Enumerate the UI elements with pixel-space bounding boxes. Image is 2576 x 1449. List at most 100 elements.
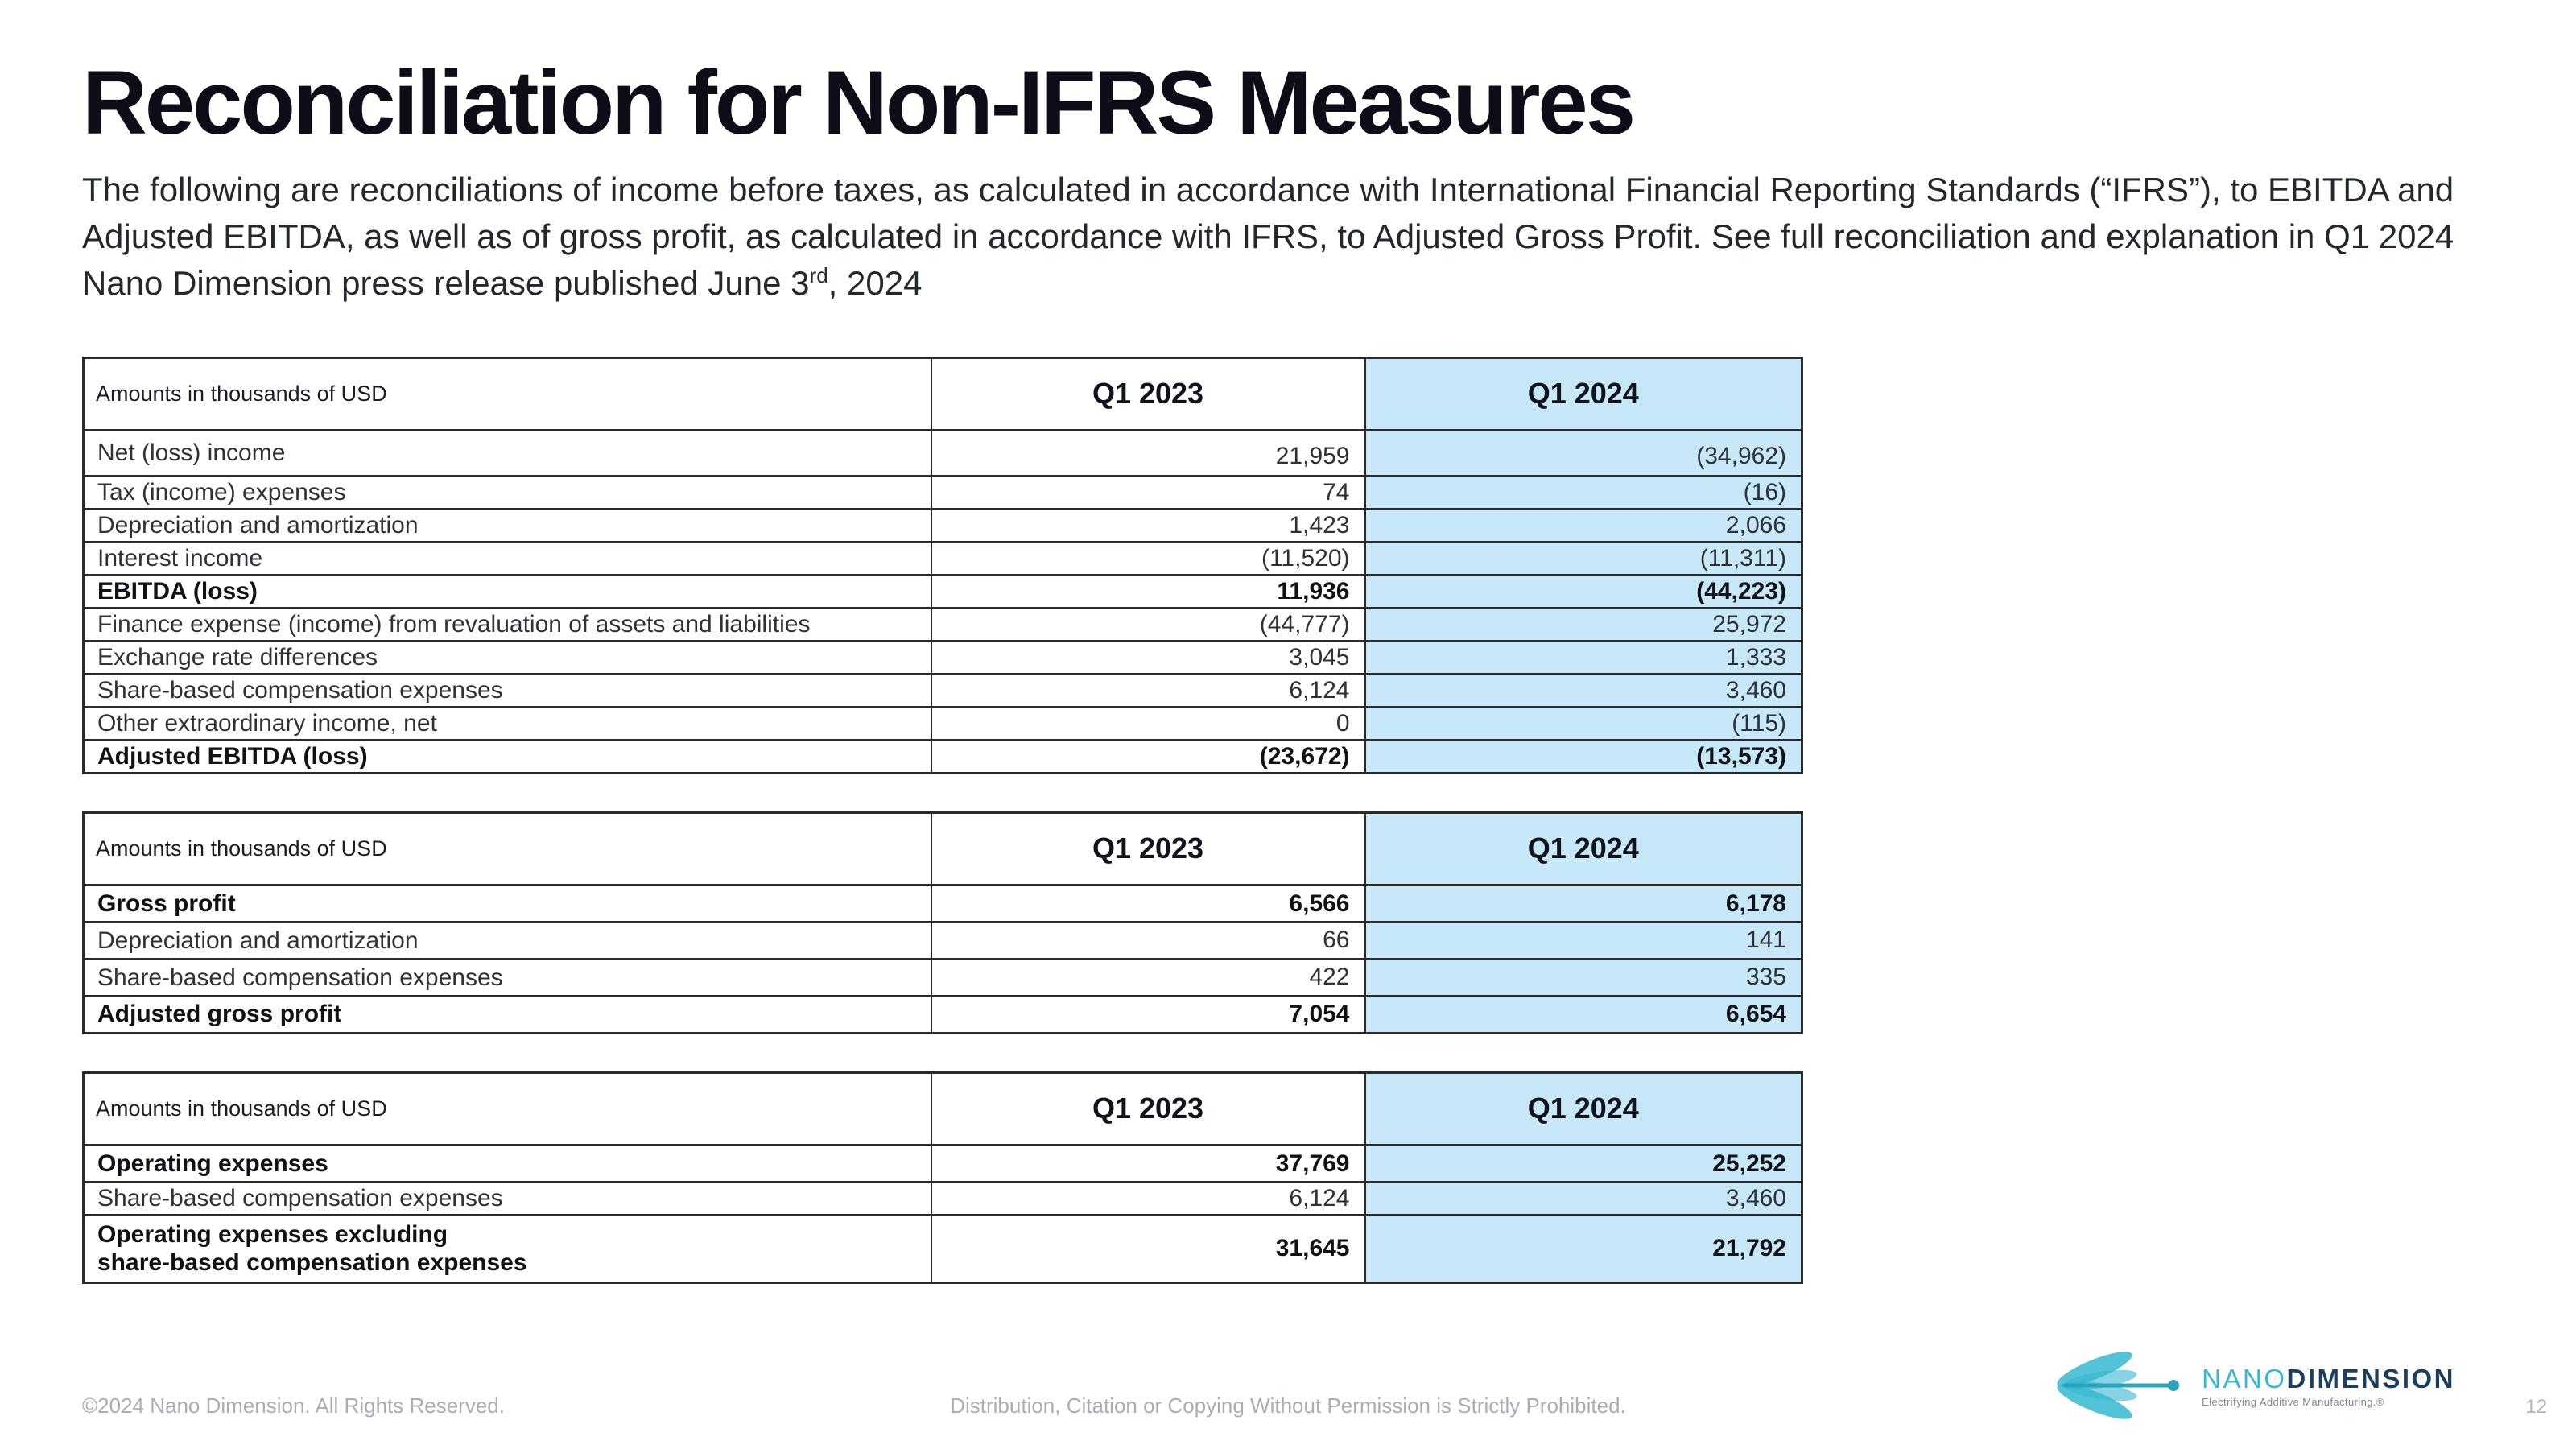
value-q1-2023: 6,124 [930,673,1366,708]
value-q1-2023: (44,777) [930,607,1366,642]
column-header-q1-2023: Q1 2023 [930,811,1366,886]
units-label: Amounts in thousands of USD [82,1071,932,1146]
table-row: Net (loss) income 21,959 (34,962) [82,429,1803,477]
table-row: Share-based compensation expenses 422 33… [82,958,1803,997]
value-q1-2024: 335 [1364,958,1803,997]
logo-wordmark: NANODIMENSION Electrifying Additive Manu… [2202,1363,2455,1409]
value-q1-2023: (23,672) [930,739,1366,774]
table-header-row: Amounts in thousands of USD Q1 2023 Q1 2… [82,357,1803,431]
value-q1-2024: 6,654 [1364,995,1803,1034]
value-q1-2023: 6,566 [930,884,1366,923]
row-label: Net (loss) income [82,429,932,477]
row-label: Share-based compensation expenses [82,673,932,708]
row-label: Exchange rate differences [82,640,932,675]
row-label: Interest income [82,541,932,576]
value-q1-2024: 2,066 [1364,508,1803,543]
value-q1-2023: 66 [930,921,1366,960]
value-q1-2024: (34,962) [1364,429,1803,477]
row-label: Share-based compensation expenses [82,958,932,997]
value-q1-2024: 1,333 [1364,640,1803,675]
units-label: Amounts in thousands of USD [82,357,932,431]
value-q1-2023: 0 [930,706,1366,741]
row-label: Adjusted gross profit [82,995,932,1034]
row-label: Operating expenses [82,1144,932,1183]
copyright-text: ©2024 Nano Dimension. All Rights Reserve… [82,1393,505,1418]
table-row-total: Operating expenses excluding share-based… [82,1214,1803,1284]
logo-nano-text: NANO [2202,1363,2287,1393]
value-q1-2023: (11,520) [930,541,1366,576]
value-q1-2024: 25,972 [1364,607,1803,642]
page-title: Reconciliation for Non-IFRS Measures [82,52,1636,153]
value-q1-2024: (16) [1364,475,1803,510]
intro-suffix: , 2024 [828,263,923,302]
row-label: Gross profit [82,884,932,923]
row-label: Adjusted EBITDA (loss) [82,739,932,774]
row-label: Finance expense (income) from revaluatio… [82,607,932,642]
column-header-q1-2024: Q1 2024 [1364,1071,1803,1146]
slide-footer: ©2024 Nano Dimension. All Rights Reserve… [0,1341,2576,1430]
value-q1-2023: 37,769 [930,1144,1366,1183]
value-q1-2024: 3,460 [1364,1181,1803,1216]
value-q1-2023: 422 [930,958,1366,997]
page-number: 12 [2525,1396,2547,1418]
table-row: Depreciation and amortization 66 141 [82,921,1803,960]
operating-expenses-reconciliation-table: Amounts in thousands of USD Q1 2023 Q1 2… [82,1071,1803,1284]
intro-paragraph: The following are reconciliations of inc… [82,167,2465,307]
value-q1-2023: 1,423 [930,508,1366,543]
value-q1-2024: (11,311) [1364,541,1803,576]
table-header-row: Amounts in thousands of USD Q1 2023 Q1 2… [82,811,1803,886]
column-header-q1-2024: Q1 2024 [1364,357,1803,431]
value-q1-2024: (115) [1364,706,1803,741]
table-header-row: Amounts in thousands of USD Q1 2023 Q1 2… [82,1071,1803,1146]
value-q1-2024: (44,223) [1364,574,1803,609]
table-row: Finance expense (income) from revaluatio… [82,607,1803,642]
table-row-total: Adjusted EBITDA (loss) (23,672) (13,573) [82,739,1803,774]
value-q1-2024: 141 [1364,921,1803,960]
dragonfly-icon [2050,1350,2187,1423]
table-row-total: Gross profit 6,566 6,178 [82,884,1803,923]
table-row: Depreciation and amortization 1,423 2,06… [82,508,1803,543]
table-row: Exchange rate differences 3,045 1,333 [82,640,1803,675]
value-q1-2023: 21,959 [930,429,1366,477]
slide: Reconciliation for Non-IFRS Measures The… [82,52,2465,1284]
distribution-text: Distribution, Citation or Copying Withou… [950,1393,1626,1418]
ebitda-reconciliation-table: Amounts in thousands of USD Q1 2023 Q1 2… [82,356,1803,774]
column-header-q1-2023: Q1 2023 [930,357,1366,431]
logo-dimension-text: DIMENSION [2286,1363,2455,1393]
value-q1-2023: 6,124 [930,1181,1366,1216]
table-row-total: Adjusted gross profit 7,054 6,654 [82,995,1803,1034]
row-label: Share-based compensation expenses [82,1181,932,1216]
value-q1-2023: 74 [930,475,1366,510]
table-row-total: Operating expenses 37,769 25,252 [82,1144,1803,1183]
logo-text: NANODIMENSION [2202,1363,2455,1393]
value-q1-2024: 21,792 [1364,1214,1803,1284]
value-q1-2023: 3,045 [930,640,1366,675]
row-label: Tax (income) expenses [82,475,932,510]
row-label: Operating expenses excluding share-based… [82,1214,932,1284]
table-row: Share-based compensation expenses 6,124 … [82,673,1803,708]
column-header-q1-2023: Q1 2023 [930,1071,1366,1146]
table-row-total: EBITDA (loss) 11,936 (44,223) [82,574,1803,609]
value-q1-2024: 3,460 [1364,673,1803,708]
value-q1-2023: 11,936 [930,574,1366,609]
row-label: Depreciation and amortization [82,508,932,543]
value-q1-2024: (13,573) [1364,739,1803,774]
value-q1-2023: 31,645 [930,1214,1366,1284]
logo-tagline: Electrifying Additive Manufacturing.® [2202,1396,2384,1409]
gross-profit-reconciliation-table: Amounts in thousands of USD Q1 2023 Q1 2… [82,811,1803,1034]
intro-superscript: rd [809,262,828,287]
table-row: Tax (income) expenses 74 (16) [82,475,1803,510]
table-row: Other extraordinary income, net 0 (115) [82,706,1803,741]
row-label: Other extraordinary income, net [82,706,932,741]
table-row: Interest income (11,520) (11,311) [82,541,1803,576]
table-row: Share-based compensation expenses 6,124 … [82,1181,1803,1216]
row-label: Depreciation and amortization [82,921,932,960]
column-header-q1-2024: Q1 2024 [1364,811,1803,886]
value-q1-2023: 7,054 [930,995,1366,1034]
value-q1-2024: 6,178 [1364,884,1803,923]
row-label: EBITDA (loss) [82,574,932,609]
value-q1-2024: 25,252 [1364,1144,1803,1183]
units-label: Amounts in thousands of USD [82,811,932,886]
intro-text: The following are reconciliations of inc… [82,170,2454,302]
nano-dimension-logo: NANODIMENSION Electrifying Additive Manu… [2050,1350,2455,1423]
